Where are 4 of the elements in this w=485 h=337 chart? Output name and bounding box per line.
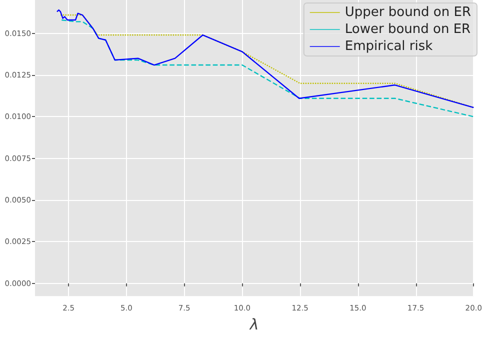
legend-label: Upper bound on ER	[344, 5, 472, 20]
legend-label: Lower bound on ER	[344, 22, 471, 37]
x-axis-title: λ	[248, 316, 259, 334]
legend-label: Empirical risk	[344, 39, 434, 54]
